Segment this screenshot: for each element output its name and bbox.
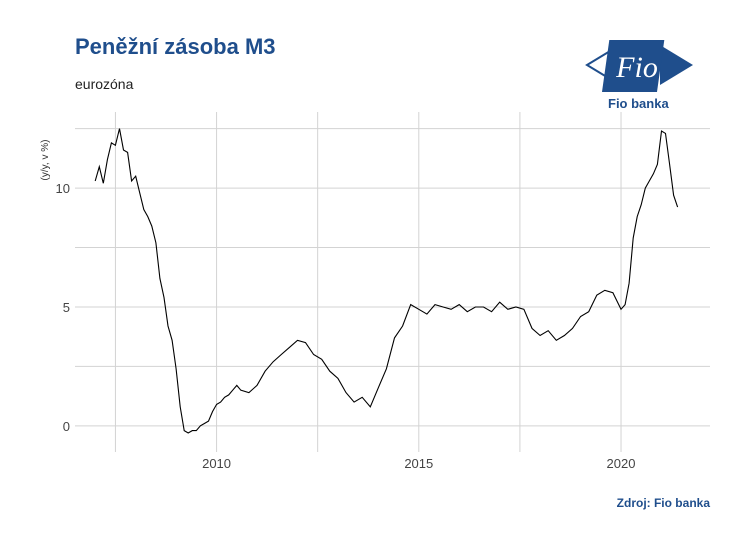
x-tick-label: 2020 [607, 456, 636, 471]
logo-mark: Fio [615, 51, 658, 84]
series-line-m3 [94, 128, 679, 434]
x-axis-ticks: 2010 2015 2020 [202, 456, 635, 471]
fio-logo-icon: Fio [585, 40, 693, 92]
y-tick-label: 5 [63, 300, 70, 315]
logo-name: Fio banka [608, 96, 669, 111]
x-tick-label: 2015 [404, 456, 433, 471]
y-tick-label: 0 [63, 419, 70, 434]
chart-title: Peněžní zásoba M3 [75, 34, 276, 59]
grid [75, 112, 710, 452]
y-tick-label: 10 [56, 181, 70, 196]
x-tick-label: 2010 [202, 456, 231, 471]
source-note: Zdroj: Fio banka [616, 496, 710, 510]
y-axis-ticks: 0 5 10 [56, 181, 70, 434]
chart-subtitle: eurozóna [75, 76, 134, 92]
y-axis-label: (y/y, v %) [40, 140, 51, 181]
